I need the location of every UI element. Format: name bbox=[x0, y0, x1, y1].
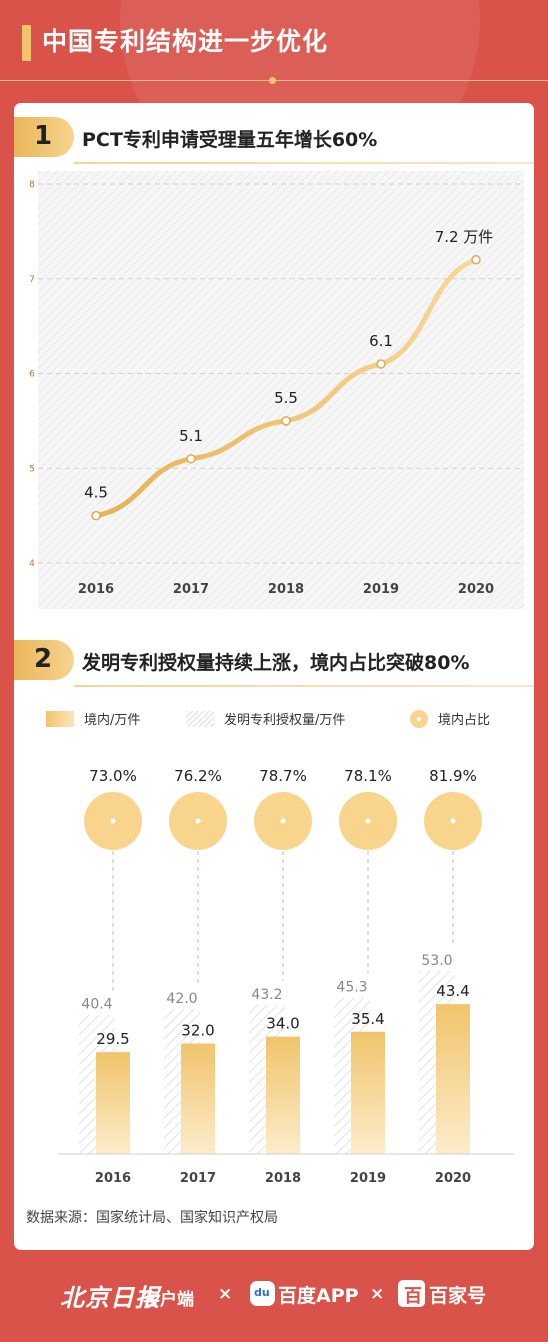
data-point bbox=[281, 416, 291, 426]
total-label: 45.3 bbox=[336, 980, 367, 996]
ratio-label: 76.2% bbox=[174, 767, 222, 785]
section2-number-badge bbox=[14, 640, 74, 680]
times-icon: × bbox=[218, 1284, 233, 1304]
baijiahao-icon: 百 bbox=[398, 1280, 425, 1307]
total-label: 53.0 bbox=[421, 953, 452, 969]
domestic-bar bbox=[181, 1043, 215, 1154]
domestic-bar bbox=[266, 1036, 300, 1154]
ratio-circle-dot bbox=[450, 818, 456, 824]
section2-heading: 2 发明专利授权量持续上涨，境内占比突破80% bbox=[14, 640, 534, 687]
baijiahao-label: 百家号 bbox=[429, 1285, 487, 1307]
total-label: 42.0 bbox=[166, 991, 197, 1007]
ratio-label: 73.0% bbox=[89, 767, 137, 785]
data-source: 数据来源：国家统计局、国家知识产权局 bbox=[26, 1210, 278, 1226]
footer-branding: 北京日报 客户端 × du 百度APP × 百 百家号 bbox=[0, 1270, 548, 1320]
section1-heading: 1 PCT专利申请受理量五年增长60% bbox=[14, 117, 534, 164]
baidu-icon-text: du bbox=[254, 1286, 270, 1299]
ratio-label: 81.9% bbox=[429, 767, 477, 785]
domestic-label: 29.5 bbox=[96, 1030, 129, 1048]
x-tick-label: 2020 bbox=[435, 1171, 471, 1186]
legend-domestic-label: 境内/万件 bbox=[84, 713, 141, 728]
baidu-app-label: 百度APP bbox=[278, 1285, 359, 1307]
legend-total: 发明专利授权量/万件 bbox=[186, 709, 345, 728]
data-label: 5.5 bbox=[274, 389, 298, 407]
ratio-circle-dot bbox=[280, 818, 286, 824]
data-label: 4.5 bbox=[84, 484, 108, 502]
x-tick-label: 2017 bbox=[173, 582, 209, 597]
y-tick-label: 6 bbox=[29, 370, 35, 380]
total-label: 43.2 bbox=[251, 987, 282, 1003]
ratio-label: 78.7% bbox=[259, 767, 307, 785]
section1-number: 1 bbox=[34, 121, 53, 151]
baidu-paw-icon: du bbox=[250, 1281, 275, 1306]
x-tick-label: 2017 bbox=[180, 1171, 216, 1186]
domestic-label: 34.0 bbox=[266, 1015, 299, 1033]
legend-ratio-label: 境内占比 bbox=[438, 713, 491, 728]
section1-title: PCT专利申请受理量五年增长60% bbox=[82, 129, 378, 151]
y-tick-label: 7 bbox=[29, 275, 35, 285]
x-tick-label: 2016 bbox=[95, 1171, 131, 1186]
page-title: 中国专利结构进一步优化 bbox=[42, 27, 329, 56]
plot-area bbox=[38, 171, 524, 609]
x-tick-label: 2019 bbox=[363, 582, 399, 597]
pct-line-chart: 4 5 6 7 8 2016 2017 2018 2019 2020 4.5 5.1 5.5 6.1 7… bbox=[29, 171, 524, 609]
x-tick-label: 2019 bbox=[350, 1171, 386, 1186]
domestic-bar bbox=[351, 1031, 385, 1154]
data-label: 5.1 bbox=[179, 427, 203, 445]
times-icon: × bbox=[370, 1284, 385, 1304]
domestic-bar bbox=[436, 1004, 470, 1154]
x-tick-label: 2020 bbox=[458, 582, 494, 597]
title-accent-bar bbox=[22, 25, 31, 61]
domestic-label: 43.4 bbox=[436, 982, 469, 1000]
ratio-circle-dot bbox=[110, 818, 116, 824]
data-point bbox=[376, 359, 386, 369]
ratio-label: 78.1% bbox=[344, 767, 392, 785]
section2-underline bbox=[74, 685, 534, 687]
ratio-circle-dot bbox=[195, 818, 201, 824]
domestic-label: 35.4 bbox=[351, 1010, 384, 1028]
baijiahao-icon-text: 百 bbox=[404, 1286, 422, 1307]
x-tick-label: 2018 bbox=[268, 582, 304, 597]
section1-underline bbox=[74, 162, 534, 164]
bjrb-client-label: 客户端 bbox=[143, 1290, 194, 1310]
x-tick-label: 2016 bbox=[78, 582, 114, 597]
domestic-label: 32.0 bbox=[181, 1022, 214, 1040]
legend-total-label: 发明专利授权量/万件 bbox=[224, 713, 346, 728]
data-point bbox=[186, 454, 196, 464]
legend-domestic: 境内/万件 bbox=[46, 709, 140, 728]
data-label: 6.1 bbox=[369, 332, 393, 350]
legend-total-swatch bbox=[186, 710, 214, 727]
legend-domestic-swatch bbox=[46, 710, 74, 727]
patent-bar-chart: 73.0% 76.2% 78.7% 78.1% 81.9% 40.4 42.0 43.2 45… bbox=[58, 767, 514, 1186]
legend-ratio: 境内占比 bbox=[410, 709, 490, 728]
data-point bbox=[91, 510, 101, 521]
page-header: 中国专利结构进一步优化 bbox=[0, 0, 548, 90]
data-point bbox=[471, 255, 481, 265]
section2-number: 2 bbox=[34, 644, 53, 674]
domestic-bar bbox=[96, 1052, 130, 1154]
y-tick-label: 5 bbox=[29, 464, 35, 474]
legend-ratio-swatch bbox=[410, 709, 428, 728]
data-label: 7.2 万件 bbox=[435, 228, 494, 246]
section2-title: 发明专利授权量持续上涨，境内占比突破80% bbox=[82, 652, 470, 674]
y-tick-label: 4 bbox=[29, 559, 35, 569]
section1-number-badge bbox=[14, 117, 74, 157]
y-tick-label: 8 bbox=[29, 180, 35, 190]
total-label: 40.4 bbox=[81, 997, 112, 1013]
ratio-circle-dot bbox=[365, 818, 371, 824]
bjrb-logo: 北京日报 bbox=[60, 1283, 160, 1312]
bar-chart-legend: 境内/万件 发明专利授权量/万件 境内占比 bbox=[46, 709, 526, 733]
x-tick-label: 2018 bbox=[265, 1171, 301, 1186]
divider-dot bbox=[269, 77, 276, 84]
